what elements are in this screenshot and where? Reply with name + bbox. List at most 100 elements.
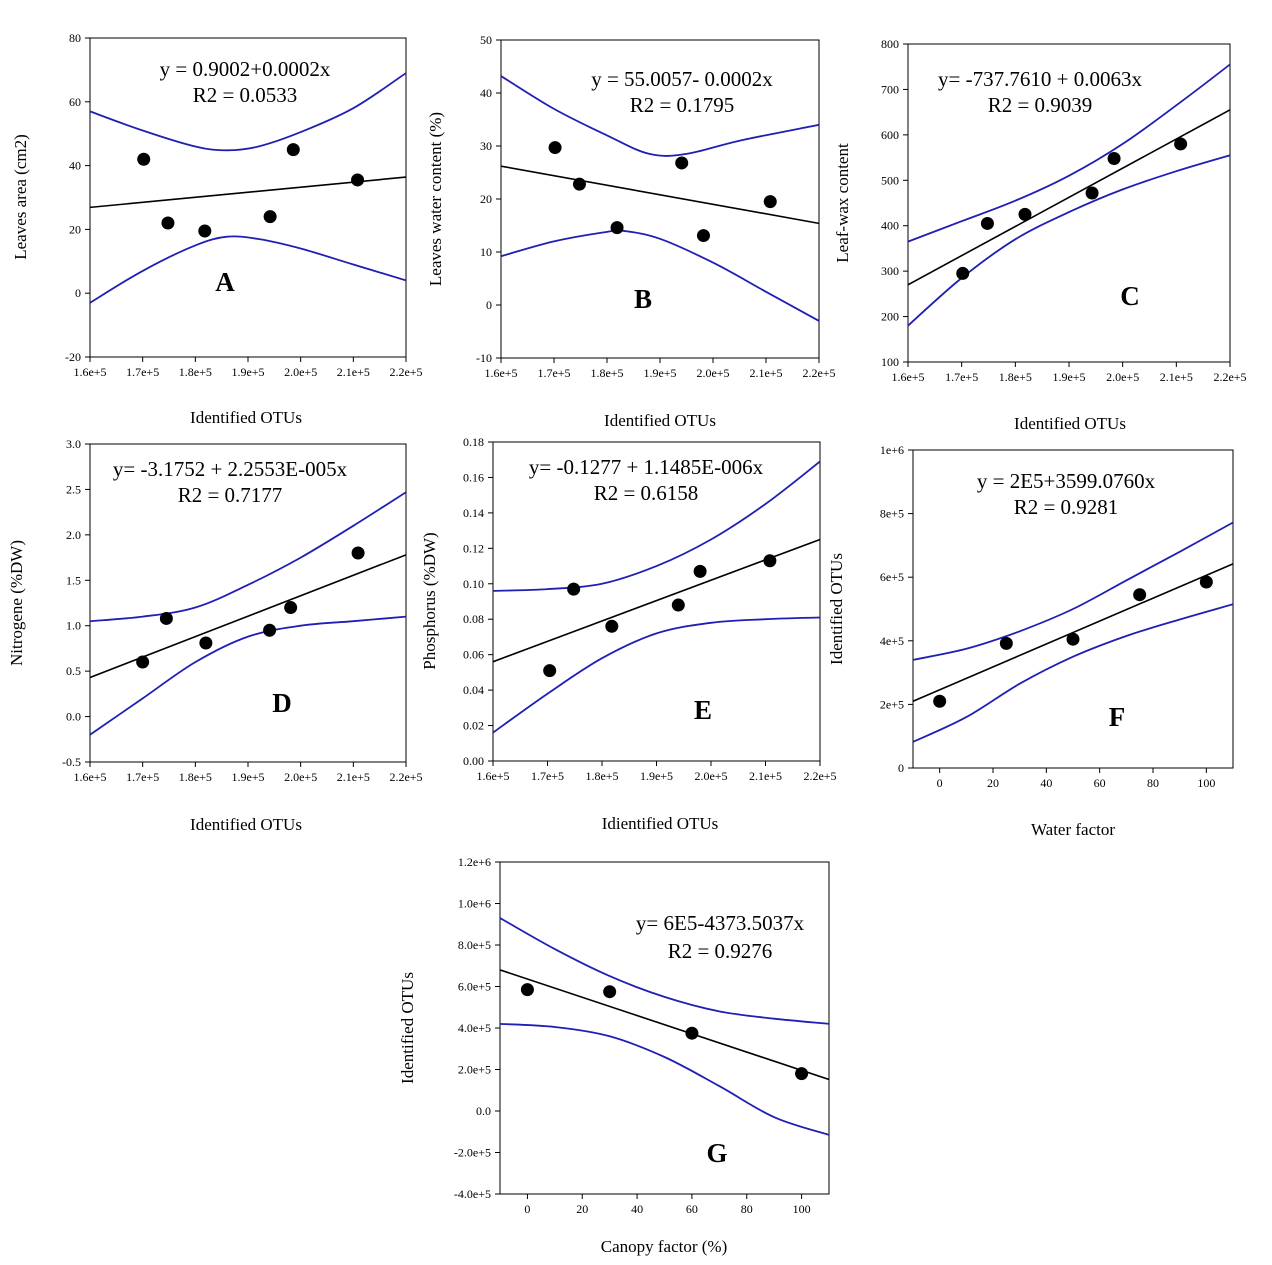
x-tick-label: 1.9e+5 [1052,370,1085,384]
y-tick-label: 500 [881,173,899,187]
x-tick-label: 40 [1040,776,1052,790]
x-tick-label: 20 [576,1202,588,1216]
y-axis-label: Nitrogene (%DW) [7,540,26,666]
y-axis-label: Leaves area (cm2) [11,134,30,260]
y-tick-label: 40 [480,86,492,100]
y-axis-label: Leaves water content (%) [426,112,445,286]
data-point [933,694,947,708]
r-squared-label: R2 = 0.9281 [1014,495,1119,519]
x-tick-label: 60 [686,1202,698,1216]
upper-confidence-band [90,72,406,152]
x-tick-label: 1.6e+5 [891,370,924,384]
data-point [548,141,562,155]
y-axis-label: Phosphorus (%DW) [420,532,439,669]
x-tick-label: 1.8e+5 [999,370,1032,384]
data-point [671,598,685,612]
y-tick-label: 10 [480,245,492,259]
data-point [567,582,581,596]
r-squared-label: R2 = 0.9039 [988,93,1093,117]
y-tick-label: 0.08 [463,612,484,626]
data-point [980,216,994,230]
data-point [159,611,173,625]
x-tick-label: 1.7e+5 [126,770,159,784]
y-tick-label: 0.02 [463,719,484,733]
y-axis-label: Identified OTUs [827,553,846,665]
data-point [603,985,617,999]
x-tick-label: 80 [741,1202,753,1216]
y-tick-label: 0.10 [463,577,484,591]
y-tick-label: 0.0 [66,710,81,724]
y-tick-label: 200 [881,310,899,324]
x-tick-label: 1.8e+5 [179,770,212,784]
y-tick-label: 6.0e+5 [458,980,491,994]
x-tick-label: 1.8e+5 [179,365,212,379]
y-tick-label: 2.0 [66,528,81,542]
y-tick-label: 0 [898,761,904,775]
panel-letter: B [634,284,652,314]
lower-confidence-band [908,154,1230,327]
upper-confidence-band [501,75,819,157]
x-tick-label: 2.0e+5 [694,769,727,783]
upper-confidence-band [493,460,820,592]
y-tick-label: -20 [65,350,81,364]
data-point [693,564,707,578]
y-tick-label: 1.2e+6 [458,855,491,869]
y-tick-label: 80 [69,31,81,45]
y-tick-label: 700 [881,82,899,96]
data-point [199,636,213,650]
x-tick-label: 60 [1094,776,1106,790]
regression-line [908,109,1230,286]
panel-letter: G [706,1138,727,1168]
y-tick-label: 2.5 [66,482,81,496]
y-tick-label: 0 [75,286,81,300]
data-point [286,143,300,157]
y-tick-label: 4e+5 [880,634,904,648]
y-tick-label: 0.0 [476,1104,491,1118]
y-tick-label: 1.5 [66,573,81,587]
r-squared-label: R2 = 0.0533 [193,83,298,107]
r-squared-label: R2 = 0.1795 [630,93,735,117]
data-point [198,224,212,238]
y-tick-label: 2e+5 [880,697,904,711]
regression-equation: y= -3.1752 + 2.2553E-005x [113,457,348,481]
y-tick-label: 1.0e+6 [458,897,491,911]
lower-confidence-band [500,1023,829,1136]
upper-confidence-band [908,63,1230,243]
y-tick-label: 0.14 [463,506,484,520]
y-tick-label: -10 [476,351,492,365]
x-tick-label: 40 [631,1202,643,1216]
r-squared-label: R2 = 0.9276 [668,939,773,963]
x-tick-label: 2.2e+5 [803,769,836,783]
x-tick-label: 2.0e+5 [284,770,317,784]
y-tick-label: 8.0e+5 [458,938,491,952]
data-point [161,216,175,230]
y-tick-label: 0.16 [463,470,484,484]
x-axis-label: Identified OTUs [1014,414,1126,433]
data-point [1133,588,1147,602]
y-tick-label: 0.18 [463,435,484,449]
upper-confidence-band [500,917,829,1025]
y-tick-label: 300 [881,264,899,278]
y-axis-label: Leaf-wax content [833,143,852,263]
x-tick-label: 2.0e+5 [284,365,317,379]
x-tick-label: 2.1e+5 [337,770,370,784]
x-tick-label: 1.6e+5 [476,769,509,783]
x-tick-label: 2.2e+5 [389,365,422,379]
data-point [999,636,1013,650]
lower-confidence-band [501,229,819,322]
y-tick-label: 40 [69,159,81,173]
data-point [685,1026,699,1040]
regression-equation: y= -737.7610 + 0.0063x [938,67,1142,91]
x-axis-label: Idientified OTUs [602,814,719,833]
y-tick-label: 0.5 [66,664,81,678]
panel-d: 1.6e+5 1.7e+5 1.8e+5 1.9e+5 2.0e+5 2.1e+5 2.2e… [7,437,423,834]
regression-line [501,165,819,225]
y-tick-label: 1e+6 [880,443,904,457]
x-tick-label: 1.7e+5 [531,769,564,783]
panel-b: 1.6e+5 1.7e+5 1.8e+5 1.9e+5 2.0e+5 2.1e+5 2.2e… [426,33,836,430]
upper-confidence-band [90,491,406,623]
y-tick-label: 400 [881,219,899,233]
x-tick-label: 1.9e+5 [640,769,673,783]
x-axis-label: Identified OTUs [604,411,716,430]
